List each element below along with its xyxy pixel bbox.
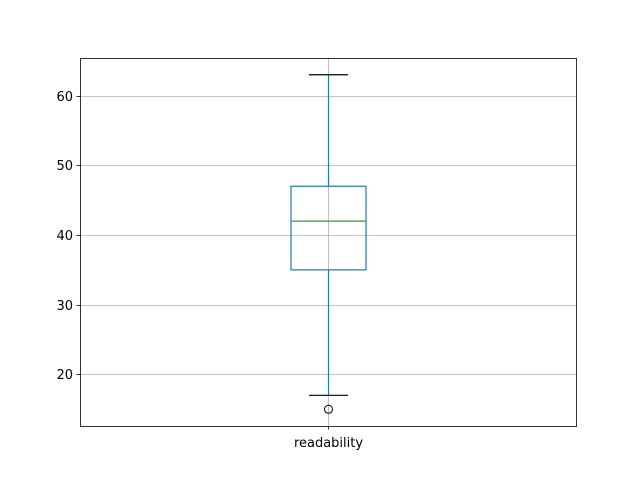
box-marks	[290, 74, 367, 414]
y-tick-label: 30	[56, 299, 73, 314]
y-tick-label: 20	[56, 368, 73, 383]
y-tick-label: 50	[56, 159, 73, 174]
y-axis: 20 30 40 50 60	[56, 90, 80, 383]
y-tick-label: 40	[56, 229, 73, 244]
box	[290, 185, 367, 271]
x-tick-label: readability	[294, 436, 363, 451]
x-axis: readability	[294, 426, 363, 451]
y-tick-label: 60	[56, 90, 73, 105]
outlier-point	[324, 404, 333, 414]
